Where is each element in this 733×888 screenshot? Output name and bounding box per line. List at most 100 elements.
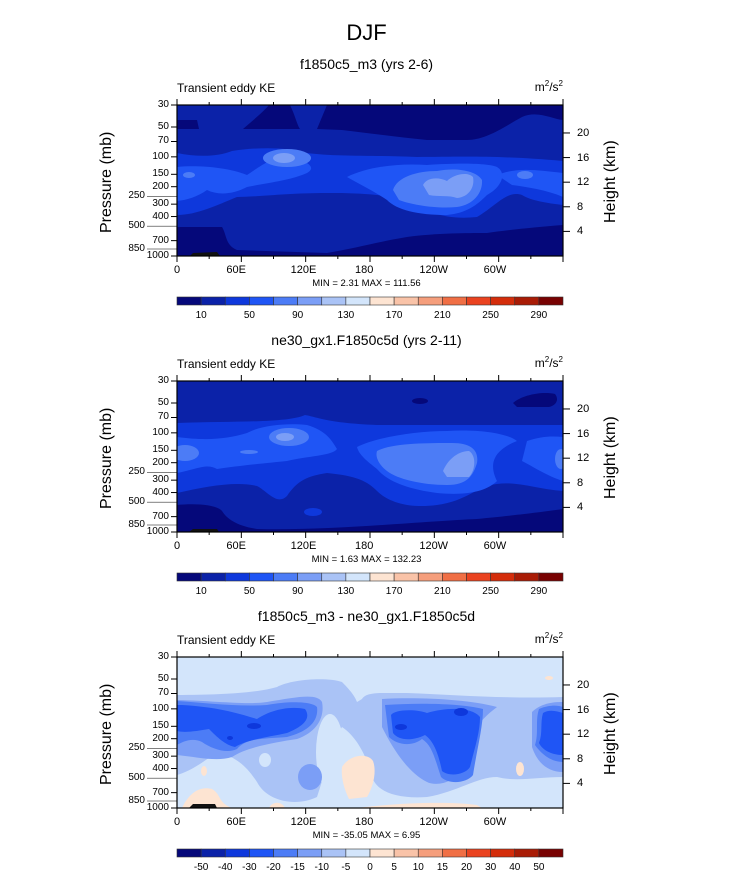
colorbar-box bbox=[417, 572, 443, 582]
colorbar-box bbox=[345, 572, 371, 582]
colorbar-box bbox=[176, 848, 202, 858]
y-tick-label: 50 bbox=[157, 672, 169, 684]
colorbar-box bbox=[297, 572, 323, 582]
colorbar-label: -50 bbox=[193, 862, 209, 873]
colorbar-box bbox=[297, 848, 323, 858]
y-tick-label: 400 bbox=[152, 486, 169, 498]
colorbar-box bbox=[538, 572, 564, 582]
colorbar-box bbox=[369, 572, 395, 582]
y-tick-label: 150 bbox=[152, 720, 169, 732]
y-tick-label: 400 bbox=[152, 762, 169, 774]
contour-field-3 bbox=[177, 657, 563, 808]
colorbar-label: 50 bbox=[243, 586, 255, 597]
colorbar-box bbox=[417, 848, 443, 858]
y-tick-label: 200 bbox=[152, 456, 169, 468]
colorbar-label: -30 bbox=[242, 862, 257, 873]
y-tick-label: 400 bbox=[152, 210, 169, 222]
colorbar-label: 90 bbox=[292, 586, 304, 597]
colorbar-label: 50 bbox=[533, 862, 545, 873]
y2-tick-label: 4 bbox=[577, 501, 584, 514]
units-label: m2/s2 bbox=[534, 631, 563, 646]
colorbar-box bbox=[490, 848, 516, 858]
y-tick-label: 100 bbox=[152, 702, 169, 714]
y-tick-label: 100 bbox=[152, 150, 169, 162]
y-tick-label: 50 bbox=[157, 396, 169, 408]
colorbar-box bbox=[345, 296, 371, 306]
min-max-label: MIN = 2.31 MAX = 111.56 bbox=[312, 278, 421, 289]
colorbar-label: 5 bbox=[391, 862, 397, 873]
colorbar-box bbox=[345, 848, 371, 858]
y2-tick-label: 16 bbox=[577, 703, 590, 716]
y-tick-label: 70 bbox=[157, 135, 169, 147]
x-tick-label: 0 bbox=[174, 540, 181, 552]
colorbar-box bbox=[466, 572, 491, 582]
y-tick-label: 70 bbox=[157, 687, 169, 699]
y2-tick-label: 20 bbox=[577, 678, 590, 691]
y-tick-label: 850 bbox=[128, 243, 145, 254]
x-tick-label: 180 bbox=[355, 816, 374, 828]
colorbar-label: 15 bbox=[436, 862, 448, 873]
y-tick-label: 1000 bbox=[146, 526, 169, 537]
colorbar-box bbox=[393, 848, 419, 858]
colorbar-box bbox=[466, 848, 491, 858]
colorbar-box bbox=[224, 848, 250, 858]
colorbar-label: 210 bbox=[434, 310, 451, 321]
y-tick-label: 700 bbox=[152, 510, 169, 522]
colorbar-box bbox=[442, 296, 467, 306]
y-tick-label: 30 bbox=[157, 99, 169, 110]
colorbar-label: 250 bbox=[482, 586, 499, 597]
y-tick-label: 250 bbox=[128, 466, 145, 478]
colorbar-label: 290 bbox=[530, 310, 548, 321]
y2-tick-label: 8 bbox=[577, 476, 584, 489]
colorbar-label: 170 bbox=[385, 310, 403, 321]
y-tick-label: 100 bbox=[152, 426, 169, 438]
units-label: m2/s2 bbox=[534, 355, 563, 370]
colorbar-box bbox=[273, 296, 298, 306]
y-tick-label: 200 bbox=[152, 732, 169, 744]
colorbar-box bbox=[224, 296, 250, 306]
colorbar-label: 130 bbox=[337, 586, 355, 597]
colorbar-label: 20 bbox=[460, 862, 473, 873]
panel-subtitle: f1850c5_m3 (yrs 2-6) bbox=[299, 56, 434, 72]
colorbar-box bbox=[273, 848, 298, 858]
colorbar-box bbox=[514, 572, 540, 582]
colorbar-box bbox=[200, 572, 226, 582]
y-tick-label: 200 bbox=[152, 180, 169, 192]
colorbar-label: 90 bbox=[292, 310, 304, 321]
y2-tick-label: 8 bbox=[577, 752, 584, 765]
colorbar-label: -20 bbox=[266, 862, 281, 873]
y2-tick-label: 8 bbox=[577, 200, 584, 213]
y-tick-label: 850 bbox=[128, 795, 145, 806]
x-tick-label: 60E bbox=[226, 264, 246, 276]
colorbar-label: 170 bbox=[385, 586, 403, 597]
x-tick-label: 120E bbox=[290, 540, 317, 552]
variable-label: Transient eddy KE bbox=[177, 633, 276, 647]
contour-field-2 bbox=[177, 381, 563, 532]
colorbar-box bbox=[514, 296, 540, 306]
y2-tick-label: 20 bbox=[577, 126, 590, 139]
colorbar-label: 50 bbox=[243, 310, 255, 321]
colorbar-box bbox=[538, 296, 564, 306]
x-tick-label: 180 bbox=[355, 264, 374, 276]
colorbar-label: 250 bbox=[482, 310, 499, 321]
colorbar-label: 0 bbox=[367, 862, 373, 873]
x-tick-label: 120E bbox=[290, 816, 317, 828]
colorbar-box bbox=[200, 296, 226, 306]
colorbar-box bbox=[297, 296, 323, 306]
y2-tick-label: 12 bbox=[577, 728, 590, 741]
x-tick-label: 120E bbox=[290, 264, 317, 276]
colorbar-box bbox=[466, 296, 491, 306]
x-tick-label: 120W bbox=[419, 540, 449, 552]
y-tick-label: 500 bbox=[128, 496, 145, 508]
colorbar-label: 10 bbox=[412, 862, 424, 873]
colorbar-label: -10 bbox=[314, 862, 329, 873]
y-tick-label: 500 bbox=[128, 220, 145, 232]
colorbar-label: -40 bbox=[218, 862, 233, 873]
colorbar-label: -5 bbox=[341, 862, 351, 873]
variable-label: Transient eddy KE bbox=[177, 81, 276, 95]
colorbar-box bbox=[442, 848, 467, 858]
y-tick-label: 1000 bbox=[146, 250, 169, 261]
colorbar-box bbox=[273, 572, 298, 582]
y-tick-label: 700 bbox=[152, 234, 169, 246]
